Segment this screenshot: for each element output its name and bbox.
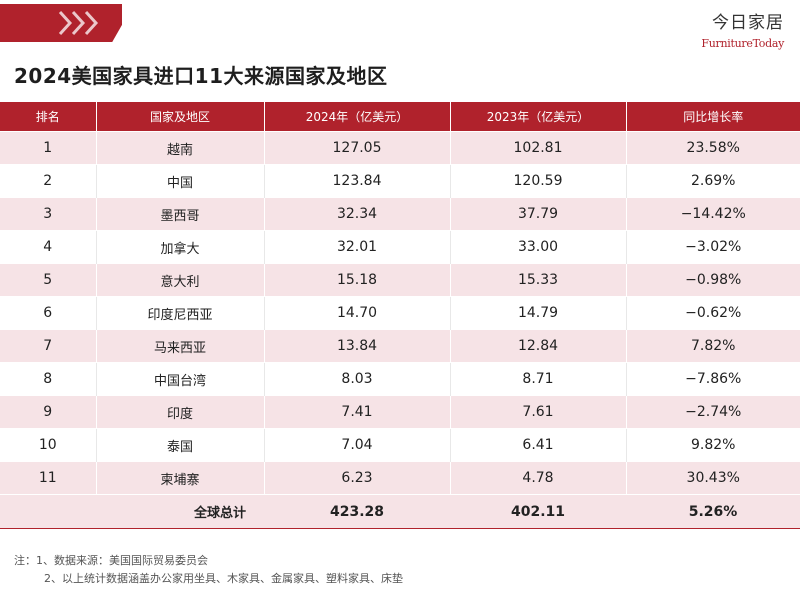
table-row: 11 柬埔寨 6.23 4.78 30.43% [0, 461, 800, 495]
total-label: 全球总计 [0, 494, 264, 529]
value-2023-cell: 7.61 [449, 395, 626, 429]
value-2023-cell: 37.79 [449, 197, 626, 231]
value-2023-cell: 14.79 [449, 296, 626, 330]
rank-cell: 1 [0, 131, 96, 165]
table-row: 2 中国 123.84 120.59 2.69% [0, 164, 800, 198]
value-2023-cell: 102.81 [449, 131, 626, 165]
rank-cell: 9 [0, 395, 96, 429]
chevrons-icon [58, 10, 99, 36]
header-rank: 排名 [0, 102, 96, 132]
region-cell: 泰国 [95, 428, 264, 462]
region-cell: 中国 [95, 164, 264, 198]
table-row: 4 加拿大 32.01 33.00 −3.02% [0, 230, 800, 264]
value-2023-cell: 12.84 [449, 329, 626, 363]
rank-cell: 4 [0, 230, 96, 264]
footnotes: 注：1、数据来源：美国国际贸易委员会 2、以上统计数据涵盖办公家用坐具、木家具、… [14, 552, 403, 588]
value-2023-cell: 6.41 [449, 428, 626, 462]
value-2024-cell: 127.05 [263, 131, 450, 165]
region-cell: 中国台湾 [95, 362, 264, 396]
region-cell: 马来西亚 [95, 329, 264, 363]
brand-name-en: FurnitureToday [701, 37, 784, 50]
footnote-1: 注：1、数据来源：美国国际贸易委员会 [14, 554, 208, 567]
region-cell: 印度 [95, 395, 264, 429]
brand-name-cn: 今日家居 [712, 13, 784, 33]
rank-cell: 5 [0, 263, 96, 297]
value-2023-cell: 8.71 [449, 362, 626, 396]
value-2024-cell: 32.34 [263, 197, 450, 231]
growth-cell: 9.82% [625, 428, 800, 462]
region-cell: 加拿大 [95, 230, 264, 264]
footnote-2: 2、以上统计数据涵盖办公家用坐具、木家具、金属家具、塑料家具、床垫 [44, 572, 403, 585]
value-2024-cell: 7.04 [263, 428, 450, 462]
growth-cell: 2.69% [625, 164, 800, 198]
growth-cell: 23.58% [625, 131, 800, 165]
rank-cell: 8 [0, 362, 96, 396]
region-cell: 印度尼西亚 [95, 296, 264, 330]
value-2024-cell: 7.41 [263, 395, 450, 429]
table-row: 6 印度尼西亚 14.70 14.79 −0.62% [0, 296, 800, 330]
region-cell: 越南 [95, 131, 264, 165]
region-cell: 墨西哥 [95, 197, 264, 231]
rank-cell: 10 [0, 428, 96, 462]
value-2023-cell: 33.00 [449, 230, 626, 264]
value-2024-cell: 6.23 [263, 461, 450, 495]
table-header-row: 排名 国家及地区 2024年（亿美元） 2023年（亿美元） 同比增长率 [0, 102, 800, 132]
value-2024-cell: 14.70 [263, 296, 450, 330]
growth-cell: 7.82% [625, 329, 800, 363]
total-row: 全球总计 423.28 402.11 5.26% [0, 494, 800, 529]
growth-cell: −7.86% [625, 362, 800, 396]
header-2024: 2024年（亿美元） [263, 102, 450, 132]
value-2023-cell: 15.33 [449, 263, 626, 297]
value-2023-cell: 120.59 [449, 164, 626, 198]
table-row: 1 越南 127.05 102.81 23.58% [0, 131, 800, 165]
rank-cell: 6 [0, 296, 96, 330]
page-title: 2024美国家具进口11大来源国家及地区 [14, 64, 388, 88]
table-row: 8 中国台湾 8.03 8.71 −7.86% [0, 362, 800, 396]
value-2023-cell: 4.78 [449, 461, 626, 495]
total-2024: 423.28 [264, 494, 450, 529]
growth-cell: −0.62% [625, 296, 800, 330]
value-2024-cell: 15.18 [263, 263, 450, 297]
rank-cell: 2 [0, 164, 96, 198]
rank-cell: 7 [0, 329, 96, 363]
rank-cell: 11 [0, 461, 96, 495]
header-region: 国家及地区 [95, 102, 264, 132]
brand-logo: 今日家居 FurnitureToday [701, 8, 784, 50]
header-2023: 2023年（亿美元） [449, 102, 626, 132]
growth-cell: −3.02% [625, 230, 800, 264]
value-2024-cell: 123.84 [263, 164, 450, 198]
value-2024-cell: 32.01 [263, 230, 450, 264]
value-2024-cell: 13.84 [263, 329, 450, 363]
region-cell: 意大利 [95, 263, 264, 297]
growth-cell: −14.42% [625, 197, 800, 231]
growth-cell: 30.43% [625, 461, 800, 495]
growth-cell: −2.74% [625, 395, 800, 429]
total-growth: 5.26% [626, 494, 800, 529]
rank-cell: 3 [0, 197, 96, 231]
table-row: 5 意大利 15.18 15.33 −0.98% [0, 263, 800, 297]
growth-cell: −0.98% [625, 263, 800, 297]
header-growth: 同比增长率 [625, 102, 800, 132]
region-cell: 柬埔寨 [95, 461, 264, 495]
total-2023: 402.11 [450, 494, 626, 529]
table-row: 10 泰国 7.04 6.41 9.82% [0, 428, 800, 462]
value-2024-cell: 8.03 [263, 362, 450, 396]
table-row: 7 马来西亚 13.84 12.84 7.82% [0, 329, 800, 363]
header-banner [0, 4, 122, 42]
table-row: 9 印度 7.41 7.61 −2.74% [0, 395, 800, 429]
import-table: 排名 国家及地区 2024年（亿美元） 2023年（亿美元） 同比增长率 1 越南… [0, 102, 800, 529]
table-row: 3 墨西哥 32.34 37.79 −14.42% [0, 197, 800, 231]
